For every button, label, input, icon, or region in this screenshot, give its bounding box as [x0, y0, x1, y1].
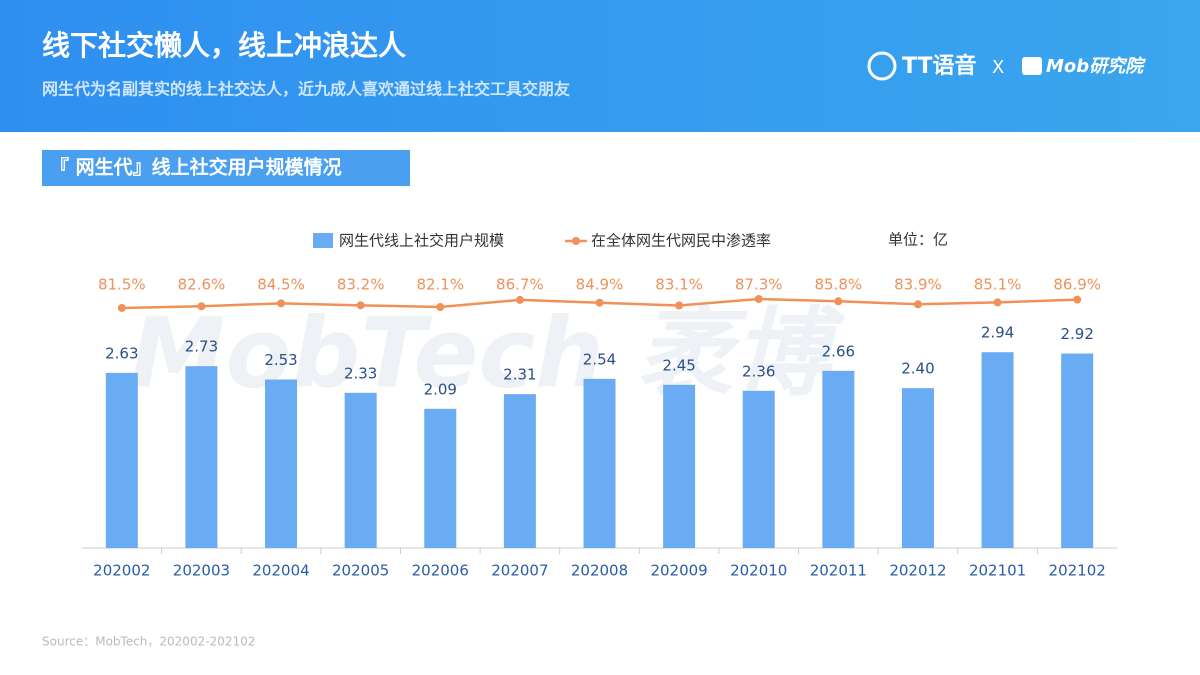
bar-value-label: 2.45 — [662, 356, 695, 374]
rate-value-label: 86.7% — [496, 276, 544, 294]
legend-swatch-dot — [572, 237, 580, 245]
legend-label: 网生代线上社交用户规模 — [339, 232, 504, 250]
rate-value-label: 86.9% — [1053, 276, 1101, 294]
logo-icon — [867, 51, 897, 81]
rate-point — [356, 301, 365, 310]
rate-point — [277, 299, 286, 308]
rate-value-label: 87.3% — [735, 276, 783, 294]
logo-mob-icon — [1022, 57, 1042, 75]
bar-value-label: 2.31 — [503, 366, 536, 384]
rate-point — [197, 302, 206, 311]
rate-value-label: 81.5% — [98, 276, 146, 294]
x-tick-label: 202003 — [173, 562, 230, 580]
bar — [901, 388, 934, 548]
bar-value-label: 2.73 — [185, 338, 218, 356]
rate-point — [675, 301, 684, 310]
bar — [822, 370, 855, 548]
bar-value-label: 2.40 — [901, 360, 934, 378]
bar-value-label: 2.33 — [344, 364, 377, 382]
bar-value-label: 2.92 — [1060, 325, 1093, 343]
x-tick-label: 202102 — [1049, 562, 1106, 580]
bar — [663, 384, 696, 548]
x-tick-label: 202010 — [730, 562, 787, 580]
bar — [583, 378, 616, 548]
rate-point — [515, 295, 524, 304]
rate-point — [993, 298, 1002, 307]
unit-label: 单位：亿 — [888, 231, 948, 249]
x-tick-label: 202008 — [571, 562, 628, 580]
rate-value-label: 83.1% — [655, 276, 703, 294]
bar — [105, 372, 138, 548]
rate-point — [595, 298, 604, 307]
rate-value-label: 83.9% — [894, 276, 942, 294]
bar — [265, 379, 298, 548]
bar — [742, 390, 775, 548]
x-tick-label: 202005 — [332, 562, 389, 580]
bar-value-label: 2.36 — [742, 362, 775, 380]
x-tick-label: 202101 — [969, 562, 1026, 580]
rate-value-label: 84.5% — [257, 276, 305, 294]
rate-point — [117, 303, 126, 312]
section-box — [42, 150, 410, 186]
rate-point — [913, 300, 922, 309]
logo-tt: TT语音 — [902, 53, 977, 79]
bar — [424, 408, 457, 548]
bar — [344, 392, 377, 548]
rate-point — [754, 294, 763, 303]
bar-value-label: 2.94 — [981, 324, 1014, 342]
x-tick-label: 202007 — [491, 562, 548, 580]
rate-value-label: 82.6% — [178, 276, 226, 294]
bar — [503, 394, 536, 548]
rate-value-label: 84.9% — [576, 276, 624, 294]
rate-point — [1073, 295, 1082, 304]
rate-point — [834, 297, 843, 306]
rate-value-label: 85.1% — [974, 276, 1022, 294]
bar-value-label: 2.09 — [424, 380, 457, 398]
rate-value-label: 85.8% — [815, 276, 863, 294]
watermark: MobTech 袤博 — [130, 297, 845, 409]
bar-value-label: 2.54 — [583, 350, 616, 368]
x-tick-label: 202004 — [252, 562, 309, 580]
x-tick-label: 202009 — [650, 562, 707, 580]
x-tick-label: 202011 — [810, 562, 867, 580]
legend-label: 在全体网生代网民中渗透率 — [591, 232, 771, 250]
source: Source：MobTech，202002-202102 — [42, 635, 255, 649]
rate-value-label: 83.2% — [337, 276, 385, 294]
title: 线下社交懒人，线上冲浪达人 — [42, 29, 406, 62]
rate-value-label: 82.1% — [416, 276, 464, 294]
bar — [981, 352, 1014, 548]
logo-mob: Mob研究院 — [1046, 56, 1146, 77]
x-tick-label: 202002 — [93, 562, 150, 580]
legend-swatch — [313, 233, 333, 248]
bar — [185, 366, 218, 548]
bar — [1061, 353, 1094, 548]
subtitle: 网生代为名副其实的线上社交达人，近九成人喜欢通过线上社交工具交朋友 — [42, 80, 571, 99]
x-tick-label: 202006 — [412, 562, 469, 580]
rate-point — [436, 303, 445, 312]
bar-value-label: 2.53 — [264, 351, 297, 369]
bar-value-label: 2.66 — [822, 342, 855, 360]
logo-separator: X — [992, 57, 1004, 78]
header-band — [0, 0, 1200, 132]
section-title: 『 网生代』线上社交用户规模情况 — [50, 156, 342, 179]
x-tick-label: 202012 — [889, 562, 946, 580]
bar-value-label: 2.63 — [105, 344, 138, 362]
